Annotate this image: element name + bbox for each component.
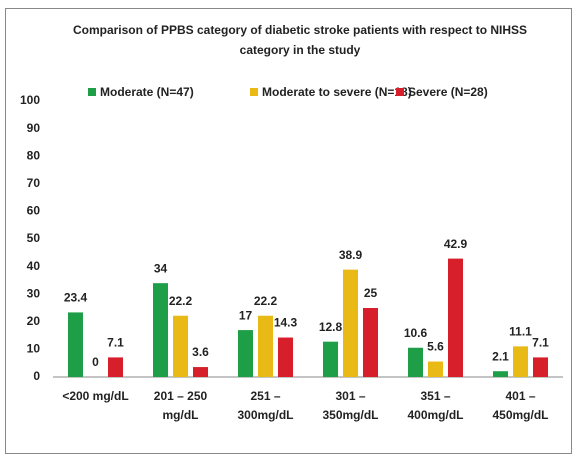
y-tick-label: 50 <box>27 231 41 245</box>
x-tick-label: 201 – 250 mg/dL <box>153 389 208 422</box>
y-tick-label: 30 <box>27 286 41 300</box>
legend-swatch <box>88 88 96 96</box>
bar <box>153 283 168 377</box>
bar <box>428 361 443 377</box>
x-tick-label: 401 – 450mg/dL <box>492 389 549 422</box>
bar <box>173 315 188 377</box>
y-tick-label: 0 <box>33 369 40 383</box>
bar <box>513 346 528 377</box>
bar <box>68 312 83 377</box>
x-tick-label: <200 mg/dL <box>62 389 129 403</box>
value-label: 42.9 <box>444 237 468 251</box>
y-tick-label: 80 <box>27 148 41 162</box>
bar <box>108 357 123 377</box>
x-tick-label: 251 – 300mg/dL <box>237 389 294 422</box>
value-label: 7.1 <box>532 336 549 350</box>
legend-swatch <box>250 88 258 96</box>
value-label: 14.3 <box>274 316 298 330</box>
bar <box>323 341 338 377</box>
bar <box>493 371 508 377</box>
value-label: 5.6 <box>427 340 444 354</box>
y-tick-label: 70 <box>27 176 41 190</box>
bar <box>278 337 293 377</box>
legend-label: Severe (N=28) <box>408 85 488 99</box>
x-tick-label: 351 – 400mg/dL <box>407 389 464 422</box>
bar <box>343 269 358 377</box>
value-label: 10.6 <box>404 326 428 340</box>
value-label: 38.9 <box>339 248 363 262</box>
value-label: 25 <box>364 286 378 300</box>
value-label: 3.6 <box>192 345 209 359</box>
bar <box>363 308 378 377</box>
value-label: 12.8 <box>319 320 343 334</box>
value-label: 22.2 <box>254 294 278 308</box>
value-label: 0 <box>92 355 99 369</box>
y-tick-label: 10 <box>27 342 41 356</box>
bar <box>193 367 208 377</box>
x-tick-label: 301 – 350mg/dL <box>322 389 379 422</box>
y-tick-label: 90 <box>27 121 41 135</box>
bar <box>408 347 423 377</box>
value-label: 11.1 <box>509 325 532 339</box>
value-label: 22.2 <box>169 294 193 308</box>
bar <box>258 315 273 377</box>
legend-label: Moderate (N=47) <box>100 85 194 99</box>
chart-title: Comparison of PPBS category of diabetic … <box>72 23 528 57</box>
bar <box>238 330 253 377</box>
value-label: 23.4 <box>64 291 88 305</box>
legend-swatch <box>396 88 404 96</box>
value-label: 17 <box>239 308 253 322</box>
bar <box>448 258 463 377</box>
y-tick-label: 20 <box>27 314 41 328</box>
value-label: 34 <box>154 261 168 275</box>
y-tick-label: 60 <box>27 204 41 218</box>
legend-label: Moderate to severe (N=18) <box>262 85 412 99</box>
y-tick-label: 100 <box>20 93 40 107</box>
bar <box>533 357 548 377</box>
value-label: 7.1 <box>107 336 124 350</box>
value-label: 2.1 <box>492 349 509 363</box>
chart-frame <box>5 8 572 454</box>
y-tick-label: 40 <box>27 259 41 273</box>
